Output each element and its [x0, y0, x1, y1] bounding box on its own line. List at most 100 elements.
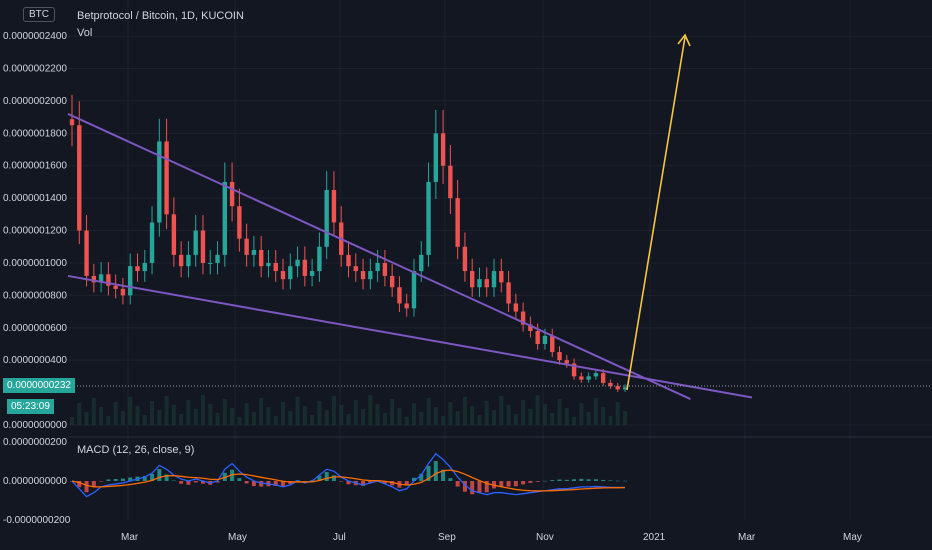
candle-body [91, 275, 97, 283]
volume-bar [564, 408, 569, 425]
candle-body [368, 271, 373, 280]
candle-body [448, 165, 453, 199]
macd-histogram-bar [157, 469, 162, 481]
time-tick-label: Jul [333, 532, 346, 543]
projection-arrow[interactable] [626, 33, 691, 391]
candle-body [411, 271, 417, 309]
price-tick-label: 0.0000000400 [3, 355, 67, 366]
macd-histogram-bar [84, 481, 89, 493]
macd-label[interactable]: MACD (12, 26, close, 9) [77, 444, 195, 456]
candle-body [462, 246, 468, 272]
macd-histogram-bar [91, 481, 96, 487]
volume-bar [521, 400, 526, 425]
macd-histogram-bar [237, 478, 242, 481]
volume-bar [193, 409, 198, 425]
trendlines[interactable] [67, 112, 753, 400]
volume-bar [113, 402, 118, 425]
candle-body [258, 249, 264, 267]
candle-body [84, 230, 89, 276]
price-tick-label: 0.0000002200 [3, 64, 67, 75]
macd-histogram-bar [564, 479, 569, 481]
macd-histogram-bar [361, 481, 366, 486]
candle-body [128, 266, 133, 296]
volume-bar [375, 404, 380, 425]
volume-bar [324, 410, 329, 425]
macd-line [71, 452, 625, 498]
candle-body [288, 266, 293, 280]
macd-histogram-bar [200, 481, 205, 484]
price-tick-label: 0.0000000600 [3, 323, 67, 334]
volume-bar [157, 410, 162, 425]
candle-body [309, 271, 315, 276]
candle-body [266, 262, 271, 267]
macd-histogram-bar [171, 480, 176, 482]
price-tick-label: 0.0000001800 [3, 128, 67, 139]
volume-bar [215, 413, 220, 425]
macd-tick-label: -0.0000000200 [3, 515, 71, 526]
candle-body [251, 249, 257, 255]
macd-histogram-bar [164, 474, 169, 481]
candle-body [433, 133, 439, 182]
macd-histogram-bar [251, 481, 256, 487]
volume-bar [339, 405, 344, 425]
macd-pane [70, 452, 627, 498]
candle-body [579, 376, 584, 380]
volume-bar [310, 415, 315, 425]
macd-histogram-bar [455, 481, 460, 487]
time-axis[interactable]: Mar May Jul Sep Nov 2021 Mar May [121, 532, 862, 543]
macd-histogram-bar [477, 481, 482, 494]
macd-histogram-bar [521, 481, 526, 485]
candle-body [98, 274, 104, 283]
candle-body [295, 259, 300, 267]
candle-body [331, 190, 337, 223]
price-tick-label: 0.0000001400 [3, 193, 67, 204]
macd-histogram-bar [572, 479, 577, 481]
volume-bar [462, 397, 467, 425]
candle-body [615, 386, 620, 390]
macd-histogram-bar [106, 479, 111, 481]
candle-body [237, 206, 242, 239]
currency-badge[interactable]: BTC [23, 7, 55, 22]
volume-bar [557, 399, 562, 425]
volume-bar [128, 397, 133, 425]
volume-bar [84, 412, 89, 425]
macd-histogram-bar [324, 472, 329, 481]
volume-bar [237, 417, 242, 425]
volume-bar [506, 405, 511, 425]
volume-bar [273, 416, 278, 425]
volume-bar [281, 402, 286, 425]
candle-body [149, 222, 155, 263]
candle-body [120, 288, 126, 296]
candle-body [426, 181, 431, 255]
volume-bar [77, 403, 82, 425]
candle-body [106, 274, 111, 286]
macd-histogram-bar [579, 478, 584, 481]
macd-histogram-bar [513, 481, 518, 487]
candle-body [360, 271, 366, 280]
volume-bar [593, 398, 598, 425]
macd-histogram-bar [462, 481, 467, 492]
candle-body [477, 279, 482, 288]
volume-label[interactable]: Vol [77, 27, 93, 39]
candle-body [389, 275, 395, 288]
volume-bar [499, 396, 504, 425]
macd-histogram-bar [281, 481, 286, 487]
macd-histogram-bar [339, 481, 344, 482]
candle-body [397, 287, 402, 304]
volume-bar [455, 411, 460, 425]
time-tick-label: Mar [121, 532, 139, 543]
price-tick-label: 0.0000001600 [3, 161, 67, 172]
candle-body [353, 266, 358, 272]
volume-bar [288, 411, 293, 425]
price-axis[interactable]: 0.0000002400 0.0000002200 0.0000002000 0.00… [3, 31, 71, 526]
volume-bar [441, 416, 446, 425]
price-tick-label: 0.0000000800 [3, 290, 67, 301]
volume-bar [142, 415, 147, 425]
price-tick-label: 0.0000002000 [3, 96, 67, 107]
candle-body [229, 181, 235, 207]
candle-body [491, 271, 497, 288]
candle-body [499, 271, 504, 283]
candle-body [135, 266, 140, 272]
